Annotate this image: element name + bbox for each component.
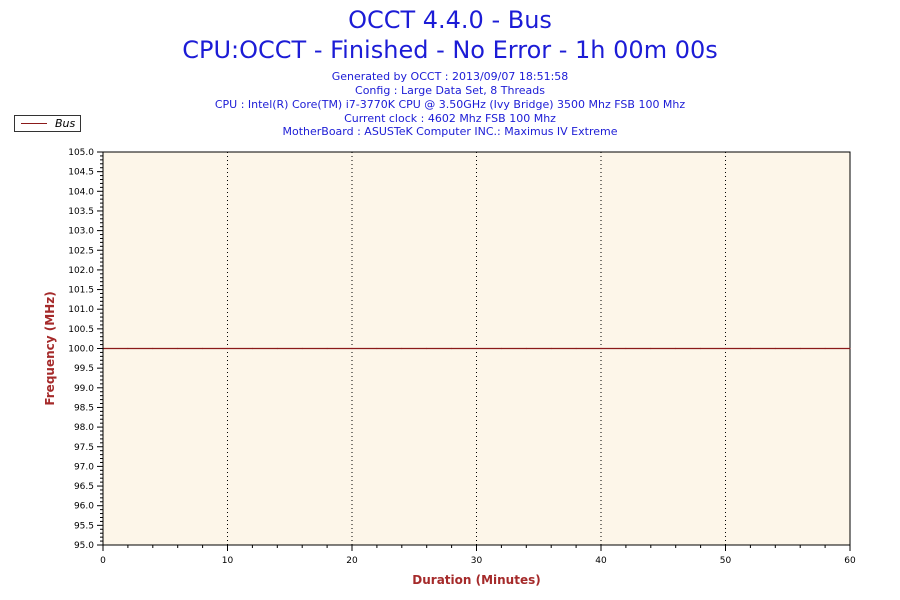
data-point — [849, 347, 851, 350]
data-point — [525, 347, 527, 350]
data-point — [625, 347, 627, 350]
y-tick-label-104.5: 104.5 — [68, 168, 94, 178]
y-tick-label-100.5: 100.5 — [68, 325, 94, 335]
data-point — [326, 347, 328, 350]
data-point — [376, 347, 378, 350]
data-point — [127, 347, 129, 350]
y-tick-label-98.0: 98.0 — [74, 423, 94, 433]
x-tick-label-10: 10 — [222, 556, 234, 566]
data-point — [799, 347, 801, 350]
info-generated: Generated by OCCT : 2013/09/07 18:51:58 — [331, 70, 569, 83]
info-current-clock: Current clock : 4602 Mhz FSB 100 Mhz — [344, 112, 556, 125]
y-tick-label-96.0: 96.0 — [74, 502, 94, 512]
chart-legend: Bus — [14, 115, 81, 132]
data-point — [575, 347, 577, 350]
data-point — [401, 347, 403, 350]
y-tick-label-101.0: 101.0 — [68, 305, 94, 315]
y-tick-label-98.5: 98.5 — [74, 403, 94, 413]
data-point — [301, 347, 303, 350]
data-point — [550, 347, 552, 350]
data-point — [650, 347, 652, 350]
y-axis-title: Frequency (MHz) — [43, 291, 57, 405]
data-point — [177, 347, 179, 350]
data-point — [426, 347, 428, 350]
series-layer — [102, 347, 851, 350]
legend-label-bus: Bus — [55, 117, 76, 130]
x-tick-label-20: 20 — [346, 556, 358, 566]
y-tick-label-99.0: 99.0 — [74, 384, 94, 394]
y-tick-label-102.5: 102.5 — [68, 246, 94, 256]
y-tick-label-104.0: 104.0 — [68, 187, 94, 197]
x-axis-title: Duration (Minutes) — [412, 573, 540, 587]
data-point — [202, 347, 204, 350]
legend-swatch-bus — [21, 123, 47, 124]
data-point — [451, 347, 453, 350]
data-point — [600, 347, 602, 350]
y-tick-label-97.0: 97.0 — [74, 462, 94, 472]
x-tick-label-40: 40 — [595, 556, 607, 566]
data-point — [749, 347, 752, 350]
data-point — [500, 347, 502, 350]
y-tick-label-105.0: 105.0 — [68, 148, 94, 158]
data-point — [152, 347, 154, 350]
y-tick-label-97.5: 97.5 — [74, 443, 94, 453]
y-tick-label-101.5: 101.5 — [68, 286, 94, 296]
data-point — [351, 347, 353, 350]
x-ticks: 0 10 20 30 40 50 60 — [100, 545, 856, 566]
data-point — [276, 347, 278, 350]
info-config: Config : Large Data Set, 8 Threads — [355, 84, 545, 97]
data-point — [774, 347, 776, 350]
y-tick-label-99.5: 99.5 — [74, 364, 94, 374]
chart-title: OCCT 4.4.0 - Bus — [348, 6, 552, 34]
x-tick-label-0: 0 — [100, 556, 106, 566]
y-tick-label-103.0: 103.0 — [68, 227, 94, 237]
x-tick-label-60: 60 — [844, 556, 856, 566]
data-point — [475, 347, 478, 350]
data-point — [700, 347, 702, 350]
data-point — [724, 347, 727, 350]
y-tick-label-95.5: 95.5 — [74, 521, 94, 531]
x-tick-label-30: 30 — [471, 556, 483, 566]
info-motherboard: MotherBoard : ASUSTeK Computer INC.: Max… — [282, 125, 618, 138]
chart-subtitle: CPU:OCCT - Finished - No Error - 1h 00m … — [182, 36, 718, 64]
y-tick-label-100.0: 100.0 — [68, 345, 94, 355]
x-tick-label-50: 50 — [720, 556, 732, 566]
data-point — [251, 347, 253, 350]
info-cpu: CPU : Intel(R) Core(TM) i7-3770K CPU @ 3… — [214, 98, 686, 111]
y-tick-label-103.5: 103.5 — [68, 207, 94, 217]
y-tick-label-95.0: 95.0 — [74, 541, 94, 551]
y-tick-label-96.5: 96.5 — [74, 482, 94, 492]
data-point — [675, 347, 677, 350]
y-ticks: 95.0 95.5 96.0 96.5 97.0 97.5 98.0 98.5 99.0 99.5… — [68, 148, 103, 551]
data-point — [824, 347, 826, 350]
y-tick-label-102.0: 102.0 — [68, 266, 94, 276]
data-point — [226, 347, 229, 350]
